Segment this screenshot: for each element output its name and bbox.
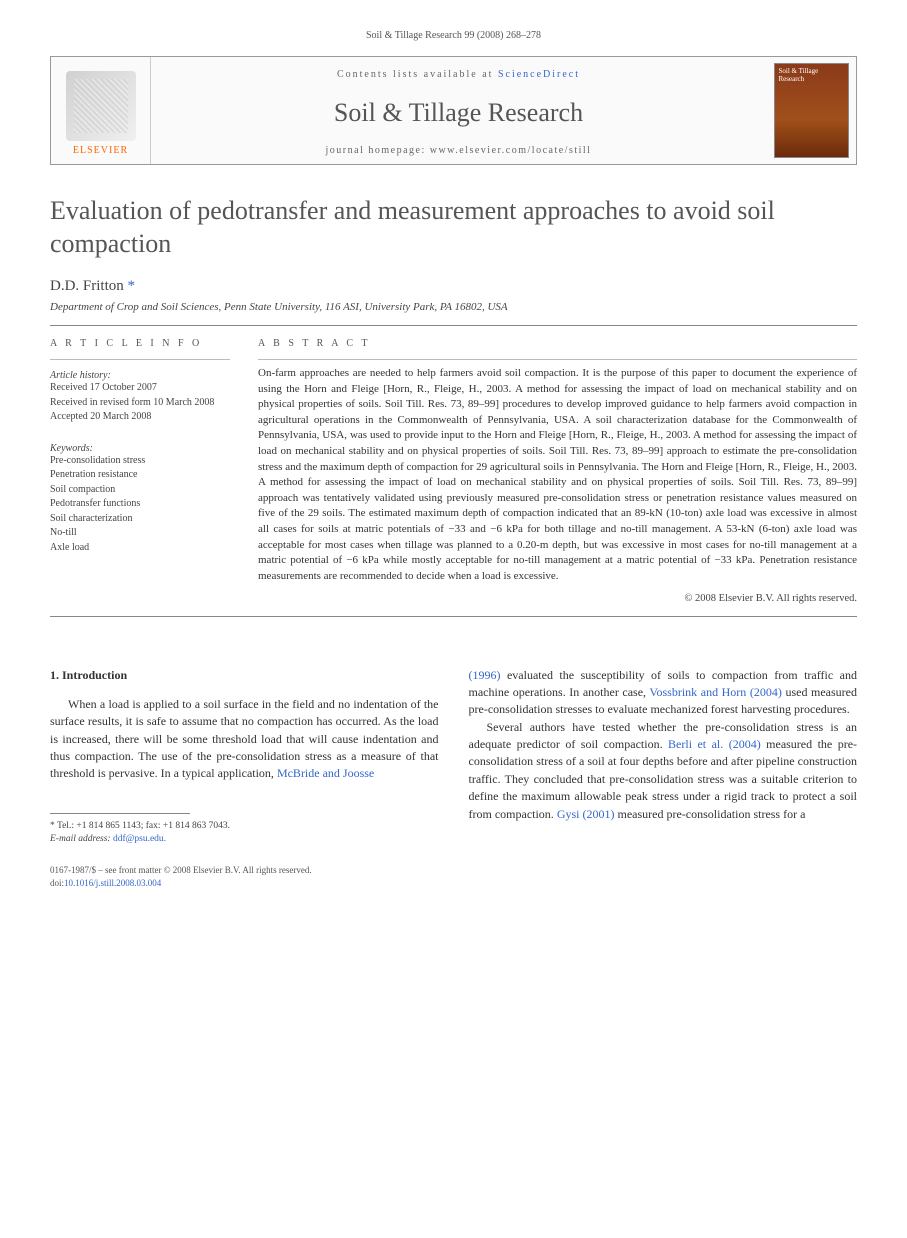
history-label: Article history: bbox=[50, 370, 230, 381]
cover-thumb-block: Soil & Tillage Research bbox=[766, 57, 856, 164]
footer-copyright: 0167-1987/$ – see front matter © 2008 El… bbox=[50, 864, 857, 877]
body-right-column: (1996) evaluated the susceptibility of s… bbox=[469, 667, 858, 847]
cover-title: Soil & Tillage Research bbox=[779, 68, 844, 83]
history-line: Received in revised form 10 March 2008 bbox=[50, 396, 230, 411]
keyword: No-till bbox=[50, 526, 230, 541]
footnote-email-label: E-mail address: bbox=[50, 834, 111, 844]
section-heading-intro: 1. Introduction bbox=[50, 667, 439, 684]
keyword: Pedotransfer functions bbox=[50, 497, 230, 512]
abstract-heading: A B S T R A C T bbox=[258, 338, 857, 349]
keyword: Axle load bbox=[50, 541, 230, 556]
homepage-line: journal homepage: www.elsevier.com/locat… bbox=[161, 145, 756, 156]
footnote-rule bbox=[50, 813, 190, 814]
history-line: Accepted 20 March 2008 bbox=[50, 410, 230, 425]
publisher-logo-block: ELSEVIER bbox=[51, 57, 151, 164]
sciencedirect-link[interactable]: ScienceDirect bbox=[498, 69, 580, 80]
page-footer: 0167-1987/$ – see front matter © 2008 El… bbox=[50, 864, 857, 889]
citation-link[interactable]: (1996) bbox=[469, 668, 501, 682]
elsevier-wordmark: ELSEVIER bbox=[73, 145, 128, 156]
keyword: Pre-consolidation stress bbox=[50, 454, 230, 469]
elsevier-tree-icon bbox=[66, 71, 136, 141]
citation-link[interactable]: Vossbrink and Horn (2004) bbox=[649, 685, 781, 699]
page-header-citation: Soil & Tillage Research 99 (2008) 268–27… bbox=[50, 30, 857, 41]
homepage-prefix: journal homepage: bbox=[326, 145, 430, 156]
abstract-text: On-farm approaches are needed to help fa… bbox=[258, 366, 857, 585]
para-text: measured pre-consolidation stress for a bbox=[614, 807, 805, 821]
keywords-label: Keywords: bbox=[50, 443, 230, 454]
keyword: Soil compaction bbox=[50, 483, 230, 498]
info-abstract-row: A R T I C L E I N F O Article history: R… bbox=[50, 338, 857, 604]
keyword: Soil characterization bbox=[50, 512, 230, 527]
rule-above-info bbox=[50, 325, 857, 326]
journal-cover-icon: Soil & Tillage Research bbox=[774, 63, 849, 158]
abstract-copyright: © 2008 Elsevier B.V. All rights reserved… bbox=[258, 593, 857, 604]
article-info-column: A R T I C L E I N F O Article history: R… bbox=[50, 338, 230, 604]
author-name: D.D. Fritton bbox=[50, 278, 124, 294]
doi-prefix: doi: bbox=[50, 878, 64, 888]
rule-below-abstract bbox=[50, 616, 857, 617]
homepage-url: www.elsevier.com/locate/still bbox=[430, 145, 592, 156]
author-line: D.D. Fritton * bbox=[50, 278, 857, 295]
article-info-heading: A R T I C L E I N F O bbox=[50, 338, 230, 349]
author-corresponding-marker[interactable]: * bbox=[128, 278, 136, 294]
article-title: Evaluation of pedotransfer and measureme… bbox=[50, 195, 857, 260]
corresponding-footnote: * Tel.: +1 814 865 1143; fax: +1 814 863… bbox=[50, 820, 439, 847]
journal-banner: ELSEVIER Contents lists available at Sci… bbox=[50, 56, 857, 165]
body-two-columns: 1. Introduction When a load is applied t… bbox=[50, 667, 857, 847]
intro-paragraph-1: When a load is applied to a soil surface… bbox=[50, 696, 439, 783]
keyword: Penetration resistance bbox=[50, 468, 230, 483]
affiliation: Department of Crop and Soil Sciences, Pe… bbox=[50, 301, 857, 313]
body-left-column: 1. Introduction When a load is applied t… bbox=[50, 667, 439, 847]
contents-prefix: Contents lists available at bbox=[337, 69, 498, 80]
history-line: Received 17 October 2007 bbox=[50, 381, 230, 396]
citation-link[interactable]: Berli et al. (2004) bbox=[668, 737, 761, 751]
journal-title: Soil & Tillage Research bbox=[161, 98, 756, 128]
intro-paragraph-2: Several authors have tested whether the … bbox=[469, 719, 858, 823]
citation-link[interactable]: Gysi (2001) bbox=[557, 807, 615, 821]
contents-line: Contents lists available at ScienceDirec… bbox=[161, 69, 756, 80]
doi-link[interactable]: 10.1016/j.still.2008.03.004 bbox=[64, 878, 161, 888]
citation-link[interactable]: McBride and Joosse bbox=[277, 766, 374, 780]
abstract-column: A B S T R A C T On-farm approaches are n… bbox=[258, 338, 857, 604]
footnote-email-link[interactable]: ddf@psu.edu. bbox=[113, 834, 166, 844]
intro-paragraph-1-cont: (1996) evaluated the susceptibility of s… bbox=[469, 667, 858, 719]
banner-center: Contents lists available at ScienceDirec… bbox=[151, 57, 766, 164]
footnote-contact: * Tel.: +1 814 865 1143; fax: +1 814 863… bbox=[50, 820, 439, 833]
para-text: When a load is applied to a soil surface… bbox=[50, 697, 439, 781]
